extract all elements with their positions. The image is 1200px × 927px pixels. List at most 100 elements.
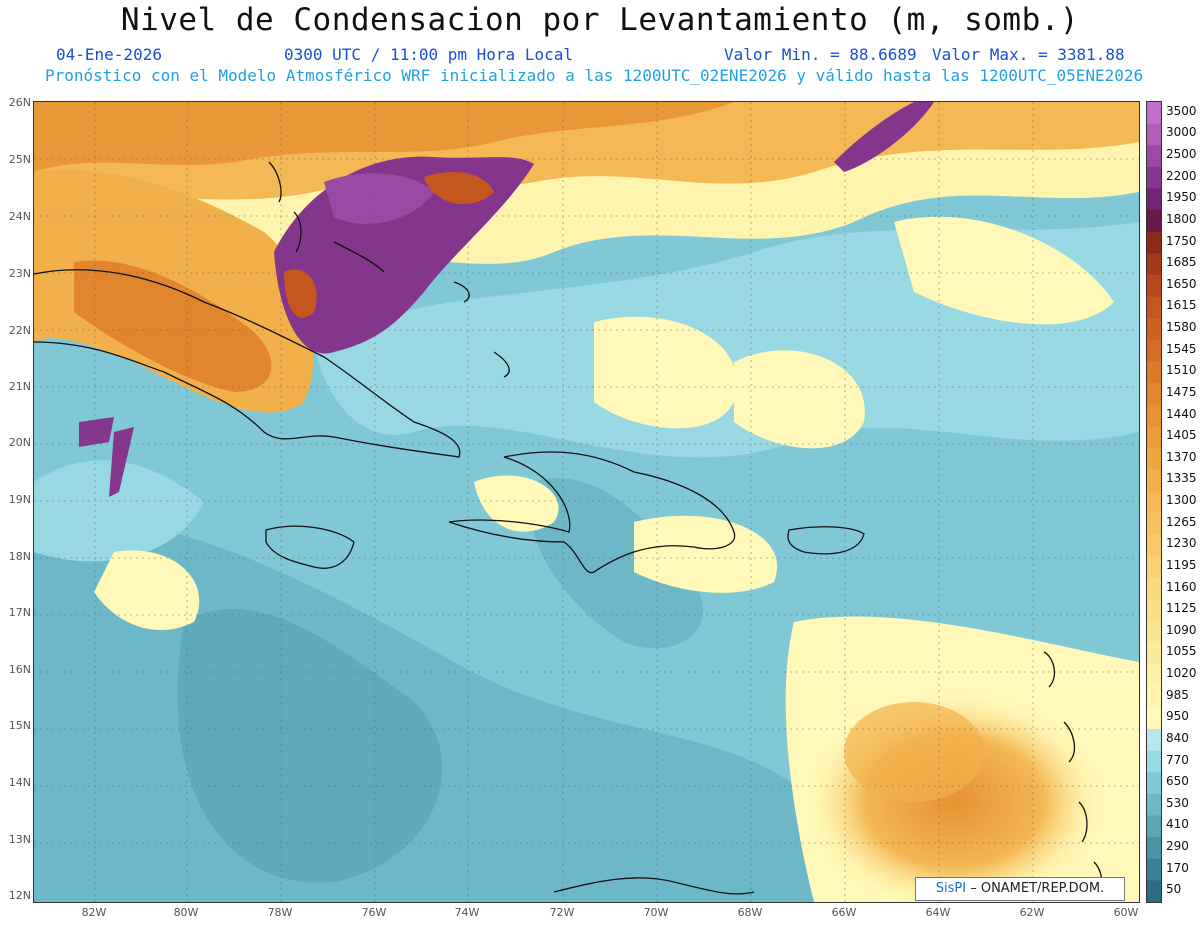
colorbar-label: 1685: [1166, 255, 1197, 270]
colorbar-label: 985: [1166, 687, 1189, 702]
colorbar-swatch: [1147, 253, 1161, 276]
lat-tick: 14N: [8, 776, 31, 789]
colorbar-label: 1020: [1166, 666, 1197, 680]
lat-tick: 22N: [8, 324, 31, 337]
colorbar-swatch: [1147, 339, 1161, 362]
lat-tick: 18N: [8, 550, 31, 563]
lat-tick: 24N: [8, 210, 31, 223]
colorbar-label: 1615: [1166, 298, 1197, 313]
lon-tick: 66W: [831, 906, 857, 919]
colorbar-swatch: [1147, 793, 1161, 817]
colorbar-swatch: [1147, 447, 1161, 471]
colorbar-swatch: [1147, 296, 1161, 319]
colorbar-label: 770: [1166, 752, 1189, 767]
credit-box: SisPI – ONAMET/REP.DOM.: [915, 877, 1125, 901]
colorbar-label: 1090: [1166, 622, 1197, 637]
colorbar-label: 2500: [1166, 147, 1197, 162]
colorbar-swatch: [1147, 534, 1161, 557]
colorbar-label: 170: [1166, 860, 1189, 875]
colorbar-label: 1300: [1166, 493, 1197, 507]
colorbar-label: 2200: [1166, 168, 1197, 183]
colorbar-label: 1475: [1166, 384, 1197, 399]
colorbar-label: 1125: [1166, 601, 1197, 616]
colorbar-label: 1440: [1166, 406, 1197, 421]
colorbar-swatch: [1147, 210, 1161, 233]
colorbar: [1146, 101, 1162, 903]
colorbar-swatch: [1147, 664, 1161, 687]
colorbar-swatch: [1147, 837, 1161, 860]
colorbar-label: 290: [1166, 838, 1189, 853]
colorbar-swatch: [1147, 750, 1161, 773]
credit-text: – ONAMET/REP.DOM.: [970, 881, 1105, 896]
colorbar-swatch: [1147, 383, 1161, 406]
colorbar-swatch: [1147, 274, 1161, 298]
colorbar-label: 3000: [1166, 125, 1197, 140]
colorbar-swatch: [1147, 426, 1161, 449]
colorbar-swatch: [1147, 102, 1161, 125]
colorbar-label: 1160: [1166, 579, 1197, 594]
colorbar-label: 530: [1166, 795, 1189, 810]
colorbar-label: 950: [1166, 709, 1189, 724]
forecast-info: Pronóstico con el Modelo Atmosférico WRF…: [45, 66, 1144, 85]
weather-map: [33, 101, 1140, 903]
lat-tick: 23N: [8, 267, 31, 280]
colorbar-swatch: [1147, 858, 1161, 881]
lon-tick: 74W: [454, 906, 480, 919]
colorbar-swatch: [1147, 599, 1161, 622]
colorbar-swatch: [1147, 166, 1161, 189]
colorbar-label: 840: [1166, 730, 1189, 745]
max-value-label: Valor Max. = 3381.88: [932, 45, 1125, 64]
colorbar-swatch: [1147, 512, 1161, 535]
colorbar-swatch: [1147, 729, 1161, 752]
lon-tick: 82W: [81, 906, 107, 919]
colorbar-swatch: [1147, 188, 1161, 211]
colorbar-swatch: [1147, 707, 1161, 730]
lat-tick: 17N: [8, 606, 31, 619]
colorbar-swatch: [1147, 880, 1161, 902]
colorbar-swatch: [1147, 772, 1161, 795]
colorbar-swatch: [1147, 318, 1161, 341]
colorbar-swatch: [1147, 556, 1161, 579]
colorbar-label: 1230: [1166, 536, 1197, 551]
min-value-label: Valor Min. = 88.6689: [724, 45, 917, 64]
colorbar-swatch: [1147, 620, 1161, 644]
lat-tick: 12N: [8, 889, 31, 902]
lat-tick: 20N: [8, 436, 31, 449]
colorbar-label: 3500: [1166, 103, 1197, 118]
colorbar-swatch: [1147, 469, 1161, 492]
colorbar-label: 1405: [1166, 428, 1197, 443]
colorbar-label: 410: [1166, 817, 1189, 832]
colorbar-label: 650: [1166, 774, 1189, 789]
lat-tick: 19N: [8, 493, 31, 506]
colorbar-swatch: [1147, 231, 1161, 254]
colorbar-label: 1545: [1166, 341, 1197, 356]
colorbar-label: 1510: [1166, 363, 1197, 378]
lon-tick: 76W: [361, 906, 387, 919]
lon-tick: 70W: [643, 906, 669, 919]
colorbar-swatch: [1147, 642, 1161, 665]
lat-tick: 15N: [8, 719, 31, 732]
colorbar-swatch: [1147, 145, 1161, 168]
lon-tick: 72W: [549, 906, 575, 919]
lon-tick: 80W: [173, 906, 199, 919]
lon-tick: 60W: [1113, 906, 1139, 919]
colorbar-label: 1335: [1166, 471, 1197, 486]
colorbar-swatch: [1147, 404, 1161, 427]
time-label: 0300 UTC / 11:00 pm Hora Local: [284, 45, 573, 64]
colorbar-swatch: [1147, 491, 1161, 514]
colorbar-label: 1950: [1166, 190, 1197, 205]
map-title: Nivel de Condensacion por Levantamiento …: [120, 2, 1080, 38]
colorbar-label: 1265: [1166, 514, 1197, 529]
date-label: 04-Ene-2026: [56, 45, 162, 64]
colorbar-label: 1800: [1166, 211, 1197, 226]
lat-tick: 21N: [8, 380, 31, 393]
lon-tick: 78W: [267, 906, 293, 919]
lon-tick: 62W: [1019, 906, 1045, 919]
colorbar-swatch: [1147, 577, 1161, 600]
lat-tick: 13N: [8, 833, 31, 846]
lon-tick: 68W: [737, 906, 763, 919]
colorbar-label: 1055: [1166, 644, 1197, 659]
colorbar-label: 1750: [1166, 233, 1197, 248]
lat-tick: 26N: [8, 96, 31, 109]
colorbar-label: 50: [1166, 882, 1182, 897]
